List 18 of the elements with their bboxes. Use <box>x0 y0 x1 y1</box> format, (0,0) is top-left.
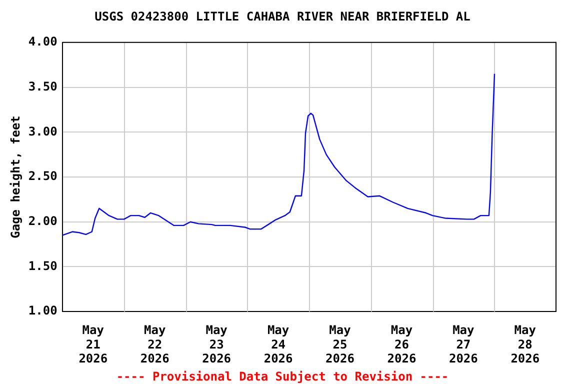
x-tick-label: May 27 2026 <box>448 322 478 366</box>
y-tick-label: 4.00 <box>28 34 58 49</box>
x-tick-label: May 23 2026 <box>202 322 232 366</box>
text: ---- Provisional Data Subject to Revision ---- <box>116 370 449 384</box>
x-tick-label: May 21 2026 <box>78 322 108 366</box>
x-tick-label: May 28 2026 <box>510 322 540 366</box>
x-tick-label: May 22 2026 <box>140 322 170 366</box>
y-tick-label: 3.50 <box>28 79 58 94</box>
x-tick-label: May 26 2026 <box>387 322 416 366</box>
chart-title: USGS 02423800 LITTLE CAHABA RIVER NEAR BRIERFIELD AL <box>94 9 470 24</box>
y-axis-title: Gage height, feet <box>8 116 22 238</box>
y-tick-label: 1.00 <box>28 304 58 318</box>
y-tick-label: 2.50 <box>28 169 58 184</box>
y-tick-label: 2.00 <box>28 214 58 228</box>
y-tick-label: 3.00 <box>28 124 58 138</box>
x-tick-label: May 25 2026 <box>326 322 354 366</box>
x-tick-label: May 24 2026 <box>264 322 293 366</box>
y-tick-label: 1.50 <box>28 258 58 273</box>
